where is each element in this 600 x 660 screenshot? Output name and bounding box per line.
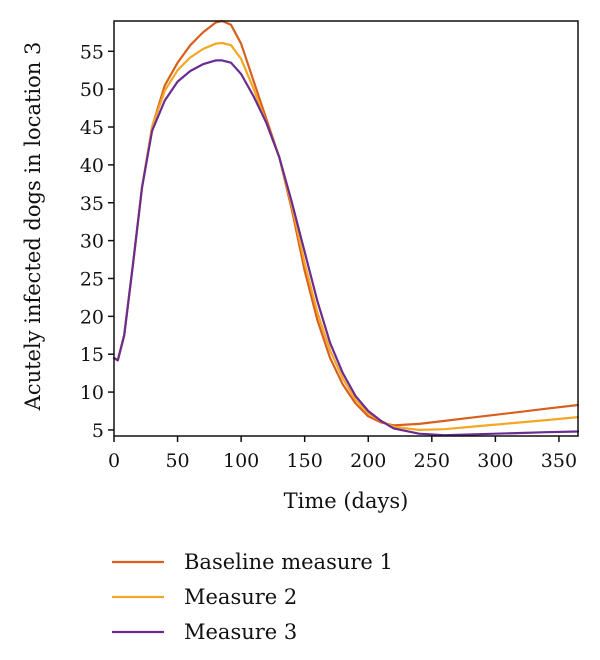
x-tick-label: 100 bbox=[223, 450, 259, 472]
y-axis: 5 10 15 20 25 30 35 40 45 50 55 bbox=[80, 41, 114, 442]
legend: Baseline measure 1 Measure 2 Measure 3 bbox=[112, 550, 393, 644]
y-tick-label: 15 bbox=[80, 344, 104, 366]
y-tick-label: 55 bbox=[80, 41, 104, 63]
x-axis-title: Time (days) bbox=[284, 489, 409, 513]
x-tick-label: 200 bbox=[350, 450, 386, 472]
y-tick-label: 30 bbox=[80, 231, 104, 253]
legend-label-2: Measure 2 bbox=[184, 585, 297, 609]
x-tick-label: 150 bbox=[287, 450, 323, 472]
y-tick-label: 45 bbox=[80, 117, 104, 139]
legend-label-3: Measure 3 bbox=[184, 620, 297, 644]
series-line-2 bbox=[112, 41, 580, 431]
series-line-3 bbox=[112, 59, 580, 437]
x-tick-label: 350 bbox=[541, 450, 577, 472]
y-tick-label: 25 bbox=[80, 268, 104, 290]
y-tick-label: 10 bbox=[80, 382, 104, 404]
y-axis-title: Acutely infected dogs in location 3 bbox=[21, 42, 45, 412]
y-tick-label: 50 bbox=[80, 79, 104, 101]
y-tick-label: 5 bbox=[92, 420, 104, 442]
x-tick-label: 50 bbox=[165, 450, 189, 472]
y-tick-label: 20 bbox=[80, 306, 104, 328]
x-tick-label: 250 bbox=[414, 450, 450, 472]
x-tick-label: 300 bbox=[477, 450, 513, 472]
x-tick-label: 0 bbox=[108, 450, 120, 472]
x-axis: 0 50 100 150 200 250 300 350 bbox=[108, 436, 577, 472]
axes-frame bbox=[113, 20, 579, 437]
y-tick-label: 35 bbox=[80, 193, 104, 215]
y-tick-label: 40 bbox=[80, 155, 104, 177]
series-line-1 bbox=[112, 19, 580, 427]
plot-area bbox=[112, 19, 580, 437]
legend-label-1: Baseline measure 1 bbox=[184, 550, 393, 574]
